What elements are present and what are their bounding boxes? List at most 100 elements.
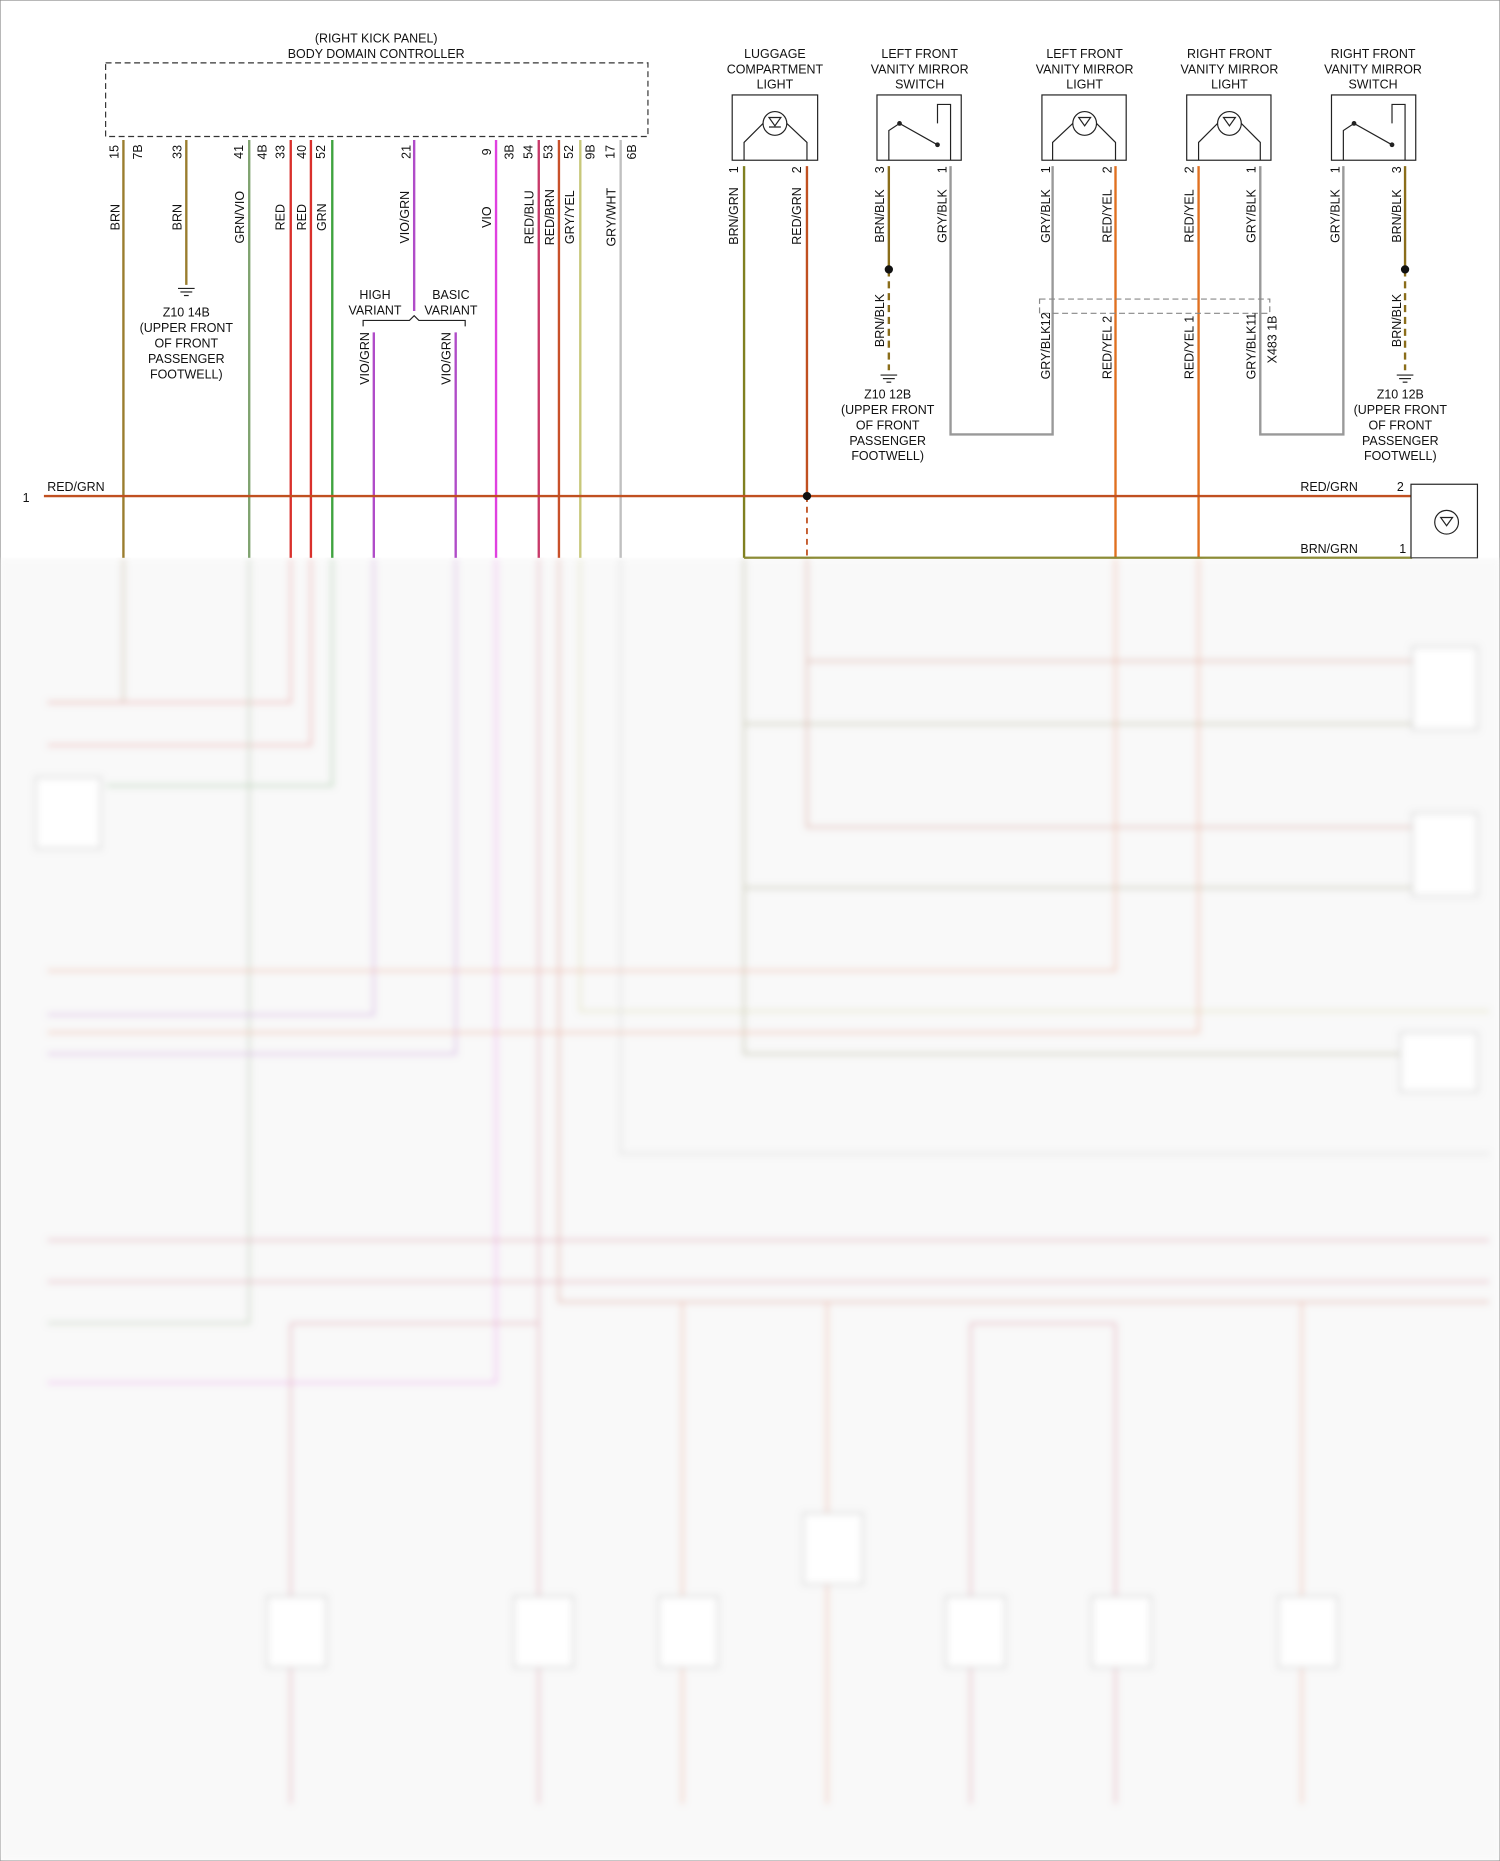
pin-label: 2 (1183, 166, 1197, 173)
pin-label: 2 (1397, 480, 1404, 494)
wire-label: GRY/BLK (1244, 325, 1258, 379)
wire-label: GRY/BLK (1329, 188, 1343, 242)
ground-location: (UPPER FRONT (841, 403, 935, 417)
wire-label: BRN (109, 204, 123, 230)
wire-label: GRY/YEL (563, 190, 577, 244)
wire-label: BRN/GRN (1300, 542, 1357, 556)
pin-label: 1 (1329, 166, 1343, 173)
ground-location: PASSENGER (1362, 434, 1439, 448)
wire-label: VIO/GRN (398, 191, 412, 244)
controller-location: (RIGHT KICK PANEL) (315, 31, 438, 45)
ground-location: (UPPER FRONT (140, 321, 234, 335)
ground-location: OF FRONT (856, 418, 920, 432)
controller-name: BODY DOMAIN CONTROLLER (288, 47, 465, 61)
wire-label: RED (274, 204, 288, 230)
variant-label: VARIANT (348, 303, 401, 317)
wire-label: RED/YEL (1101, 326, 1115, 379)
component-name: LIGHT (1066, 78, 1103, 92)
ground-location: (UPPER FRONT (1354, 403, 1448, 417)
pin-label: 1 (1244, 166, 1258, 173)
pin-label: 52 (562, 145, 576, 159)
pin-label: 3B (503, 144, 517, 159)
component-name: VANITY MIRROR (1036, 62, 1134, 76)
variant-label: BASIC (432, 288, 469, 302)
ground-location: FOOTWELL) (851, 449, 924, 463)
pin-label: 1 (1183, 316, 1197, 323)
pin-label: 1 (23, 491, 30, 505)
pin-label: 1 (936, 166, 950, 173)
variant-label: HIGH (359, 288, 390, 302)
component-name: LUGGAGE (744, 47, 806, 61)
pin-label: 21 (399, 145, 413, 159)
ground-id: Z10 12B (1377, 388, 1424, 402)
pin-label: 6B (625, 144, 639, 159)
wire-label: BRN/BLK (873, 189, 887, 243)
wire-label: VIO/GRN (358, 332, 372, 385)
pin-label: 15 (107, 145, 121, 159)
pin-label: 3 (873, 166, 887, 173)
ground-location: PASSENGER (849, 434, 926, 448)
component-name: LIGHT (1211, 78, 1248, 92)
wire-label: GRY/WHT (605, 188, 619, 247)
component-name: SWITCH (895, 78, 944, 92)
component-name: SWITCH (1348, 78, 1397, 92)
pin-label: 3 (1390, 166, 1404, 173)
wire-label: BRN/BLK (1390, 293, 1404, 347)
pin-label: 7B (131, 144, 145, 159)
wire-label: BRN/GRN (727, 187, 741, 244)
component-name: LEFT FRONT (881, 47, 958, 61)
ground-location: OF FRONT (1368, 418, 1432, 432)
wire-label: RED/GRN (47, 480, 104, 494)
pin-label: 33 (274, 145, 288, 159)
wire-label: GRY/BLK (1244, 188, 1258, 242)
pin-label: 4B (256, 144, 270, 159)
wire-label: GRN/VIO (233, 191, 247, 244)
pin-label: 1 (1399, 542, 1406, 556)
pin-label: 53 (542, 145, 556, 159)
pin-label: 17 (603, 145, 617, 159)
pin-label: 2 (1101, 166, 1115, 173)
ground-location: FOOTWELL) (150, 367, 223, 381)
pin-label: 11 (1244, 313, 1258, 326)
ground-location: OF FRONT (154, 336, 218, 350)
pin-label: 40 (295, 145, 309, 159)
connector-id: X483 1B (1266, 316, 1280, 364)
blurred-lower-wiring (0, 557, 1500, 1861)
component-name: COMPARTMENT (727, 62, 824, 76)
component-name: VANITY MIRROR (871, 62, 969, 76)
wire-label: VIO (480, 206, 494, 228)
wire-label: RED/YEL (1101, 189, 1115, 242)
pin-label: 41 (232, 145, 246, 159)
ground-id: Z10 14B (163, 306, 210, 320)
component-name: VANITY MIRROR (1324, 62, 1422, 76)
wire-label: RED (295, 204, 309, 230)
wire-label: GRY/BLK (1039, 325, 1053, 379)
wire-label: VIO/GRN (440, 332, 454, 385)
controller-box (105, 62, 649, 138)
wire-label: BRN/BLK (1390, 189, 1404, 243)
wire-label: GRY/BLK (936, 188, 950, 242)
wire-label: RED/YEL (1183, 189, 1197, 242)
variant-label: VARIANT (424, 303, 477, 317)
wire-label: RED/YEL (1183, 326, 1197, 379)
wire-label: RED/BLU (523, 190, 537, 244)
pin-label: 12 (1039, 312, 1053, 326)
pin-label: 33 (170, 145, 184, 159)
ground-location: FOOTWELL) (1364, 449, 1437, 463)
wire-label: RED/GRN (1300, 480, 1357, 494)
pin-label: 52 (314, 145, 328, 159)
upper-wiring (43, 62, 1479, 560)
pin-label: 2 (790, 166, 804, 173)
wire-label: RED/BRN (543, 189, 557, 245)
wire-label: BRN/BLK (873, 293, 887, 347)
pin-label: 9B (583, 144, 597, 159)
component-name: LIGHT (757, 78, 794, 92)
component-name: RIGHT FRONT (1331, 47, 1416, 61)
pin-label: 2 (1101, 316, 1115, 323)
component-name: VANITY MIRROR (1181, 62, 1279, 76)
pin-label: 54 (522, 145, 536, 159)
wire-label: GRY/BLK (1039, 188, 1053, 242)
pin-label: 9 (480, 148, 494, 155)
pin-label: 1 (1039, 166, 1053, 173)
